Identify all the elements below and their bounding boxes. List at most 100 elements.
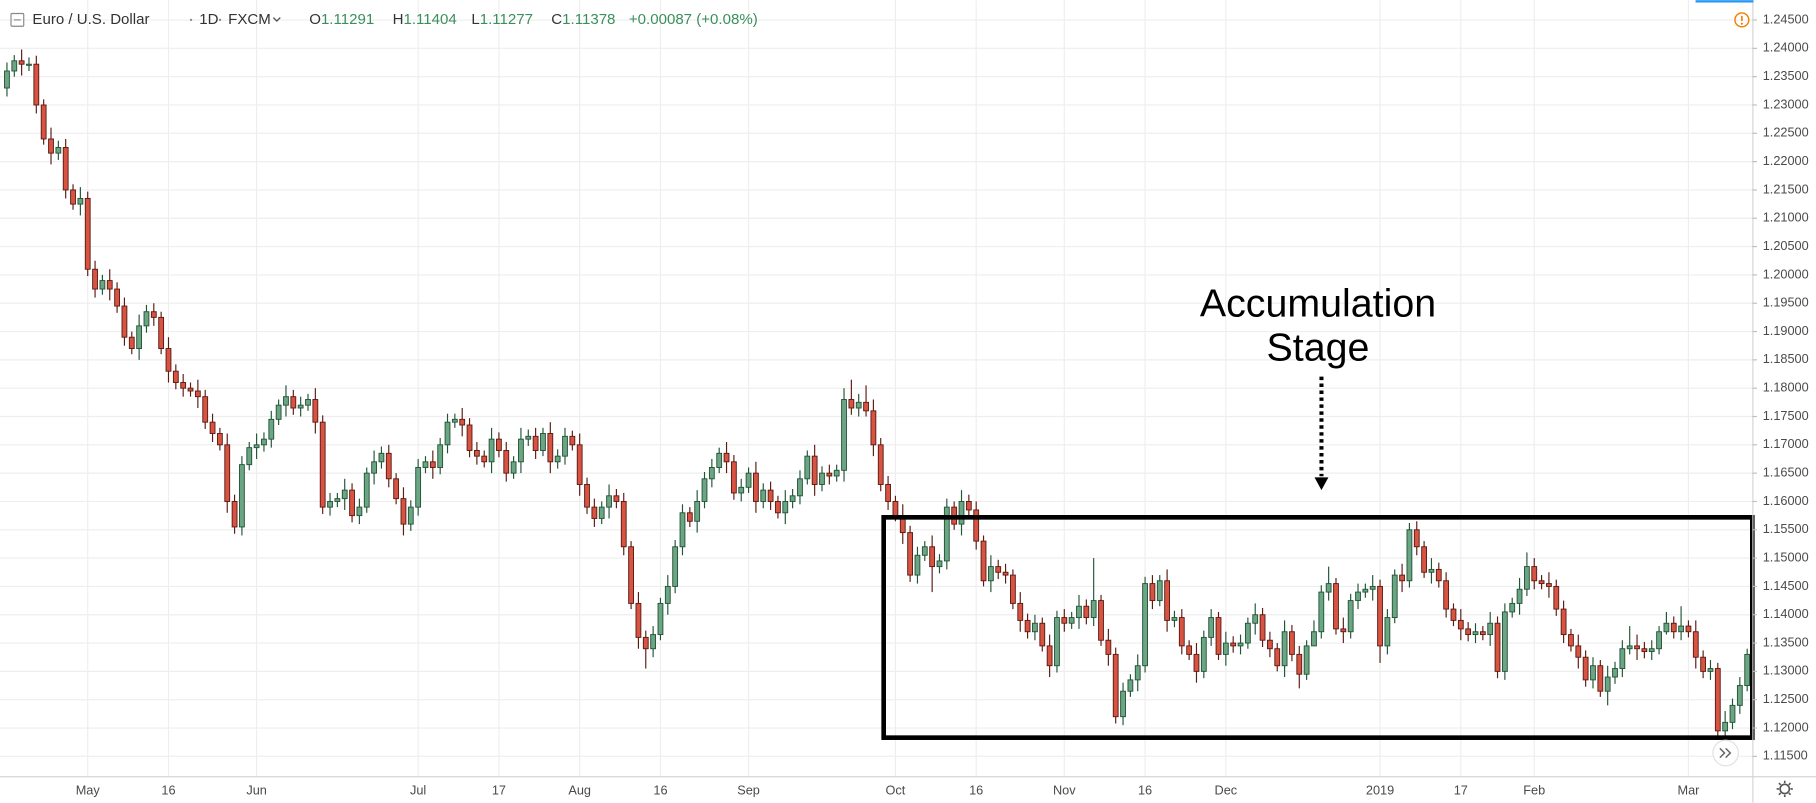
- candle-body: [187, 387, 194, 392]
- candle-body: [1634, 645, 1640, 650]
- symbol-interval[interactable]: 1D: [199, 11, 218, 28]
- candle-body: [672, 546, 679, 587]
- candle-body: [1494, 622, 1501, 672]
- y-tick-label: 1.19500: [1763, 295, 1809, 310]
- candle-body: [576, 444, 583, 485]
- ohlc-value: 1.11277: [480, 11, 533, 28]
- warning-icon[interactable]: [1734, 12, 1750, 28]
- candle-body: [1259, 614, 1266, 641]
- x-tick-label: 16: [969, 783, 983, 798]
- candle-body: [1421, 546, 1427, 573]
- candle-body: [1039, 622, 1046, 647]
- candle-body: [650, 634, 657, 650]
- gear-teeth: [1776, 780, 1793, 798]
- candle-body: [848, 399, 855, 409]
- candle-body: [1017, 602, 1024, 621]
- candle-body: [1590, 665, 1596, 681]
- x-tick-label: Dec: [1215, 783, 1238, 798]
- candle-body: [1112, 653, 1119, 718]
- candle-body: [569, 435, 576, 446]
- candle-body: [99, 280, 106, 290]
- candle-body: [1568, 634, 1574, 647]
- collapse-box: [10, 12, 25, 27]
- candle-body: [297, 404, 304, 409]
- x-tick-label: Sep: [737, 783, 760, 798]
- candle-body: [1428, 568, 1435, 573]
- candle-body: [1032, 622, 1038, 633]
- candle-body: [767, 489, 774, 502]
- candle-body: [459, 418, 466, 426]
- candle-body: [473, 450, 480, 457]
- candle-body: [1670, 622, 1677, 633]
- candle-body: [1457, 619, 1464, 630]
- candle-body: [745, 472, 752, 488]
- candle-body: [106, 280, 113, 290]
- candle-body: [1626, 645, 1633, 650]
- candle-body: [180, 382, 187, 389]
- symbol-source[interactable]: FXCM: [228, 11, 271, 28]
- candle-body: [114, 288, 120, 307]
- candle-body: [437, 444, 444, 468]
- candle-body: [1641, 648, 1648, 653]
- candle-body: [664, 585, 671, 604]
- candle-body: [1369, 585, 1376, 590]
- candle-body: [532, 435, 539, 451]
- collapse-button[interactable]: [10, 12, 25, 27]
- settings-button[interactable]: [1776, 780, 1793, 798]
- candle-body: [48, 138, 54, 154]
- candle-body: [503, 450, 510, 474]
- y-tick-label: 1.12500: [1763, 691, 1809, 706]
- scroll-button[interactable]: [1712, 739, 1739, 767]
- candle-body: [1450, 608, 1457, 621]
- candle-body: [165, 348, 172, 372]
- candle-body: [562, 435, 568, 457]
- candle-body: [40, 104, 47, 140]
- symbol-dropdown[interactable]: [272, 17, 281, 23]
- candle-body: [1656, 631, 1662, 650]
- candle-body: [18, 60, 25, 65]
- warning-dot: [1740, 22, 1743, 25]
- candle-body: [1333, 583, 1339, 630]
- candle-body: [1142, 583, 1148, 667]
- candle-body: [642, 636, 649, 650]
- candle-body: [973, 509, 980, 542]
- symbol-header: Euro / U.S. Dollar 1D FXCM: [32, 11, 270, 28]
- y-tick-label: 1.19000: [1763, 323, 1809, 338]
- candle-body: [1714, 668, 1721, 732]
- candle-body: [1237, 642, 1244, 647]
- candle-body: [1083, 605, 1090, 619]
- candle-body: [1501, 611, 1508, 672]
- y-tick-label: 1.17000: [1763, 436, 1809, 451]
- y-tick-label: 1.17500: [1763, 408, 1809, 423]
- symbol-title[interactable]: Euro / U.S. Dollar: [32, 11, 149, 28]
- candle-body: [855, 401, 862, 409]
- candle-body: [885, 484, 891, 502]
- y-tick-label: 1.16000: [1763, 493, 1809, 508]
- candle-body: [1546, 583, 1552, 587]
- y-tick-label: 1.21500: [1763, 181, 1809, 196]
- candle-body: [1516, 588, 1523, 604]
- scroll-chevrons: [1719, 747, 1732, 759]
- candle-body: [305, 399, 311, 406]
- candle-body: [172, 370, 179, 383]
- candle-body: [1054, 617, 1060, 667]
- candle-body: [1678, 625, 1684, 633]
- candle-body: [1744, 653, 1751, 687]
- top-indicator: [1695, 0, 1754, 3]
- candle-body: [1612, 668, 1618, 678]
- candle-body: [929, 546, 936, 568]
- candle-body: [1413, 529, 1420, 548]
- candle-body: [1619, 648, 1626, 670]
- candle-body: [870, 410, 877, 446]
- candle-body: [1281, 631, 1288, 667]
- scroll-circle: [1712, 739, 1739, 767]
- candle-body: [518, 438, 524, 463]
- candle-body: [1531, 566, 1538, 582]
- candle-body: [1222, 642, 1229, 655]
- candle-body: [1186, 645, 1193, 655]
- candle-body: [1244, 622, 1251, 644]
- candle-body: [1406, 529, 1413, 582]
